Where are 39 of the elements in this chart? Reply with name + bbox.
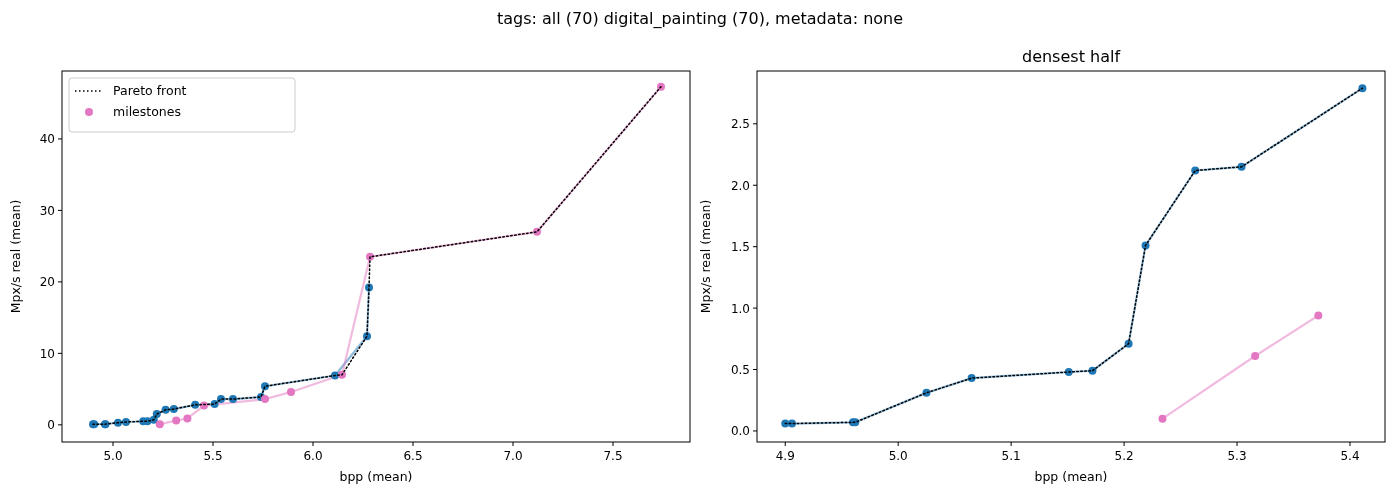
chart-title: tags: all (70) digital_painting (70), metadata: none	[496, 9, 904, 29]
point	[1314, 311, 1323, 320]
legend-label: Pareto front	[113, 83, 187, 98]
x-tick-label: 4.9	[775, 449, 795, 463]
x-tick-label: 5.0	[888, 449, 908, 463]
x-tick-label: 7.0	[503, 449, 523, 463]
x-tick-label: 5.2	[1114, 449, 1134, 463]
y-tick-label: 40	[39, 132, 55, 147]
x-tick-label: 5.4	[1340, 449, 1360, 463]
x-tick-label: 5.5	[203, 449, 223, 463]
y-tick-label: 2.0	[730, 178, 750, 193]
point	[1158, 414, 1167, 423]
chart-title: densest half	[1021, 47, 1121, 66]
x-tick-label: 6.0	[303, 449, 323, 463]
y-tick-label: 0.0	[730, 424, 750, 439]
y-tick-label: 1.5	[730, 240, 750, 255]
y-tick-label: 1.0	[730, 301, 750, 316]
x-tick-label: 5.3	[1227, 449, 1247, 463]
y-tick-label: 2.5	[730, 117, 750, 132]
point	[155, 420, 164, 429]
x-axis-title: bpp (mean)	[339, 469, 413, 484]
y-tick-label: 20	[39, 275, 55, 290]
x-tick-label: 6.5	[403, 449, 423, 463]
x-tick-label: 5.1	[1001, 449, 1021, 463]
y-axis-title: Mpx/s real (mean)	[698, 199, 713, 314]
y-axis-title: Mpx/s real (mean)	[8, 199, 23, 314]
x-tick-label: 7.5	[603, 449, 623, 463]
point	[287, 387, 295, 396]
x-tick-label: 5.0	[103, 449, 123, 463]
y-tick-label: 0	[47, 418, 55, 433]
legend-label: milestones	[113, 104, 181, 119]
point	[183, 414, 192, 423]
point	[1251, 352, 1260, 361]
point	[261, 395, 269, 404]
y-tick-label: 30	[39, 203, 55, 218]
point	[172, 416, 181, 425]
x-axis-title: bpp (mean)	[1034, 469, 1108, 484]
y-tick-label: 10	[39, 346, 55, 361]
y-tick-label: 0.5	[730, 363, 750, 378]
